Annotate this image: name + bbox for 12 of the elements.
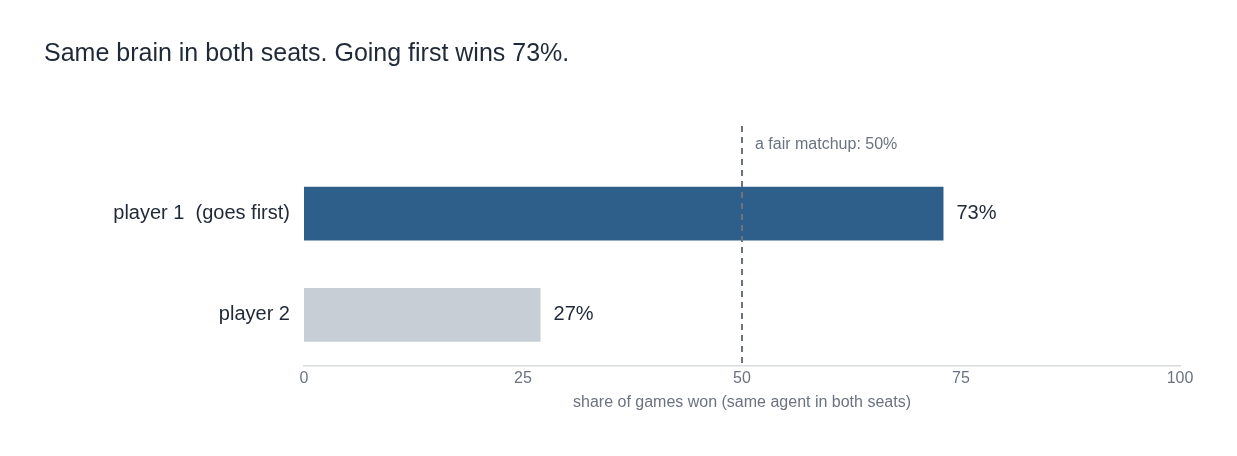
x-tick-label: 25 [514, 368, 532, 386]
chart-title: Same brain in both seats. Going first wins 73%. [43, 37, 571, 68]
y-tick-label: player 1 (goes first) [113, 201, 290, 224]
data-label: 27% [553, 302, 594, 325]
x-tick-label: 75 [952, 368, 970, 386]
x-tick-label: 100 [1166, 368, 1194, 386]
data-label: 73% [956, 201, 997, 224]
y-tick-label: player 2 [218, 302, 290, 325]
x-tick-label: 50 [733, 368, 751, 386]
x-tick-label: 0 [299, 368, 309, 386]
x-axis-title: share of games won (same agent in both seats) [573, 392, 911, 410]
ref-line-label: a fair matchup: 50% [755, 135, 898, 153]
